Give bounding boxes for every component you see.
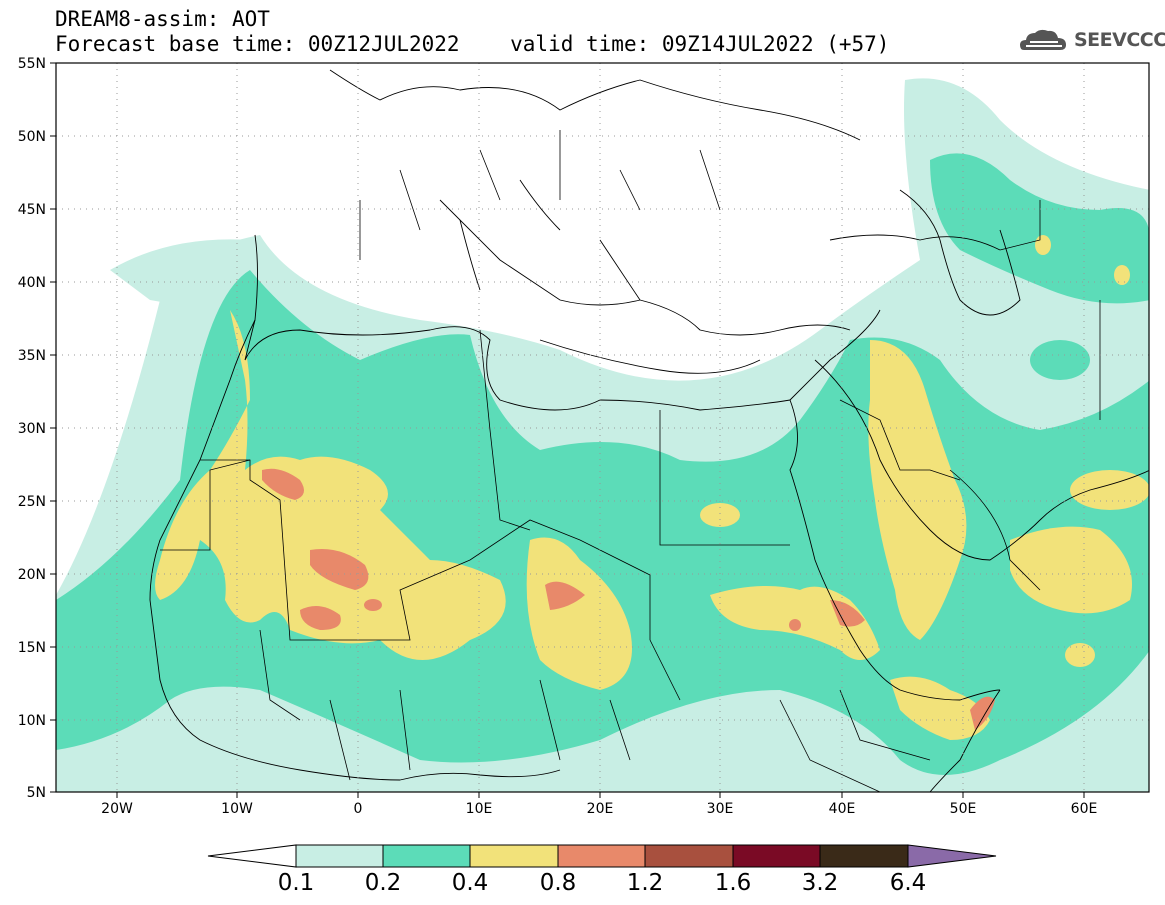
grid [56,63,1149,792]
lon-tick: 20W [101,801,133,817]
colorbar-bin [469,844,559,868]
lat-labels: 55N 50N 45N 40N 35N 30N 25N 20N 15N 10N … [18,56,46,801]
tick-marks [50,62,1085,798]
lat-tick: 55N [18,56,46,72]
lon-labels: 20W 10W 0 10E 20E 30E 40E 50E 60E [101,801,1097,817]
lat-tick: 25N [18,494,46,510]
colorbar-bin [644,844,734,868]
colorbar-label: 0.2 [364,870,402,896]
colorbar-label: 0.8 [539,870,577,896]
lon-tick: 40E [829,801,856,817]
lat-tick: 5N [27,785,46,801]
lon-tick: 0 [354,801,363,817]
colorbar-bin [557,844,646,868]
colorbar-bin [732,844,821,868]
lon-tick: 60E [1071,801,1098,817]
colorbar-label: 1.2 [626,870,664,896]
colorbar [207,844,997,868]
map-title: DREAM8-assim: AOT [55,7,270,31]
colorbar-over-arrow [907,844,997,868]
lon-tick: 50E [950,801,977,817]
lat-tick: 45N [18,202,46,218]
colorbar-label: 0.1 [277,870,315,896]
colorbar-bin [382,844,471,868]
colorbar-under-arrow [207,844,297,868]
lat-tick: 50N [18,129,46,145]
forecast-time-line: Forecast base time: 00Z12JUL2022 valid t… [55,32,890,56]
lat-tick: 10N [18,713,46,729]
colorbar-bin [819,844,909,868]
colorbar-label: 6.4 [889,870,927,896]
colorbar-label: 3.2 [801,870,839,896]
aot-level-0.8 [262,468,995,730]
logo-text: SEEVCCC [1074,29,1165,51]
colorbar-label: 0.4 [451,870,489,896]
lon-tick: 20E [587,801,614,817]
colorbar-bin [295,844,384,868]
coastlines [149,69,1149,792]
borders [160,130,1101,792]
lon-tick: 30E [707,801,734,817]
lat-tick: 15N [18,640,46,656]
aot-fields [56,78,1149,792]
lon-tick: 10E [466,801,493,817]
colorbar-label: 1.6 [714,870,752,896]
lat-tick: 30N [18,421,46,437]
lon-tick: 10W [221,801,253,817]
lat-tick: 35N [18,348,46,364]
lat-tick: 40N [18,275,46,291]
cloud-icon [1020,29,1066,50]
lat-tick: 20N [18,567,46,583]
